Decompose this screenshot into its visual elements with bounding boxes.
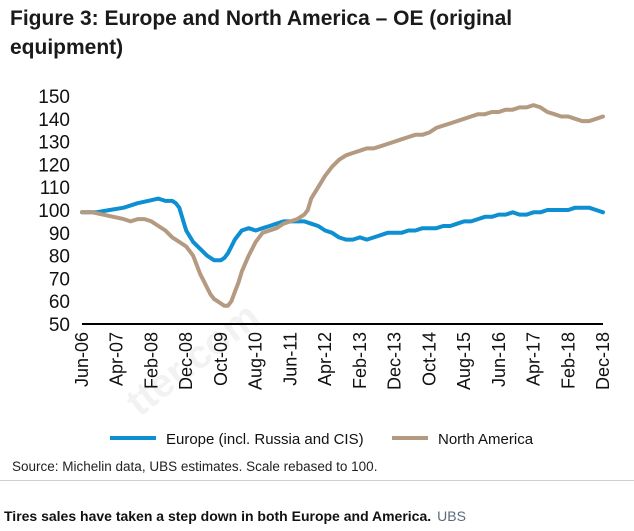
x-tick-label: Aug-15 <box>454 332 474 390</box>
x-tick-label: Feb-13 <box>350 332 370 389</box>
x-tick-label: Apr-07 <box>107 332 127 386</box>
y-tick-label: 50 <box>49 315 70 336</box>
x-tick-label: Oct-09 <box>211 332 231 386</box>
x-tick-label: Apr-17 <box>524 332 544 386</box>
y-tick-label: 110 <box>40 178 70 199</box>
legend-label: North America <box>438 431 534 448</box>
series-line-north-america <box>80 103 605 308</box>
x-tick-label: Dec-13 <box>385 332 405 390</box>
y-tick-label: 120 <box>38 155 70 176</box>
y-tick-label: 130 <box>38 133 70 154</box>
credit-text: UBS <box>437 508 466 524</box>
legend-label: Europe (incl. Russia and CIS) <box>166 431 364 448</box>
y-tick-label: 140 <box>38 110 70 131</box>
y-tick-label: 80 <box>49 247 70 268</box>
series-lines <box>80 103 605 308</box>
divider <box>0 480 634 481</box>
legend: Europe (incl. Russia and CIS) North Ameri… <box>110 431 534 448</box>
x-tick-label: Apr-12 <box>315 332 335 386</box>
x-tick-label: Jun-06 <box>72 332 92 387</box>
x-axis: Jun-06 Apr-07 Feb-08 Dec-08 Oct-09 Aug-10 Jun-… <box>72 323 613 390</box>
x-tick-label: Aug-10 <box>246 332 266 390</box>
figure-title: Figure 3: Europe and North America – OE … <box>10 7 513 59</box>
source-note: Source: Michelin data, UBS estimates. Sc… <box>12 459 378 474</box>
x-tick-label: Oct-14 <box>419 332 439 386</box>
y-tick-label: 70 <box>49 269 70 290</box>
x-tick-label: Feb-08 <box>141 332 161 389</box>
caption-text: Tires sales have taken a step down in bo… <box>4 508 432 524</box>
caption: Tires sales have taken a step down in bo… <box>4 508 466 524</box>
series-line-europe <box>80 196 605 263</box>
x-tick-label: Feb-18 <box>558 332 578 389</box>
y-tick-label: 100 <box>38 201 70 222</box>
y-tick-label: 90 <box>49 224 70 245</box>
x-tick-label: Dec-08 <box>176 332 196 390</box>
x-tick-label: Jun-16 <box>489 332 509 387</box>
y-tick-label: 60 <box>49 292 70 313</box>
x-tick-label: Dec-18 <box>593 332 613 390</box>
x-tick-label: Jun-11 <box>280 332 300 386</box>
y-tick-label: 150 <box>38 87 70 108</box>
